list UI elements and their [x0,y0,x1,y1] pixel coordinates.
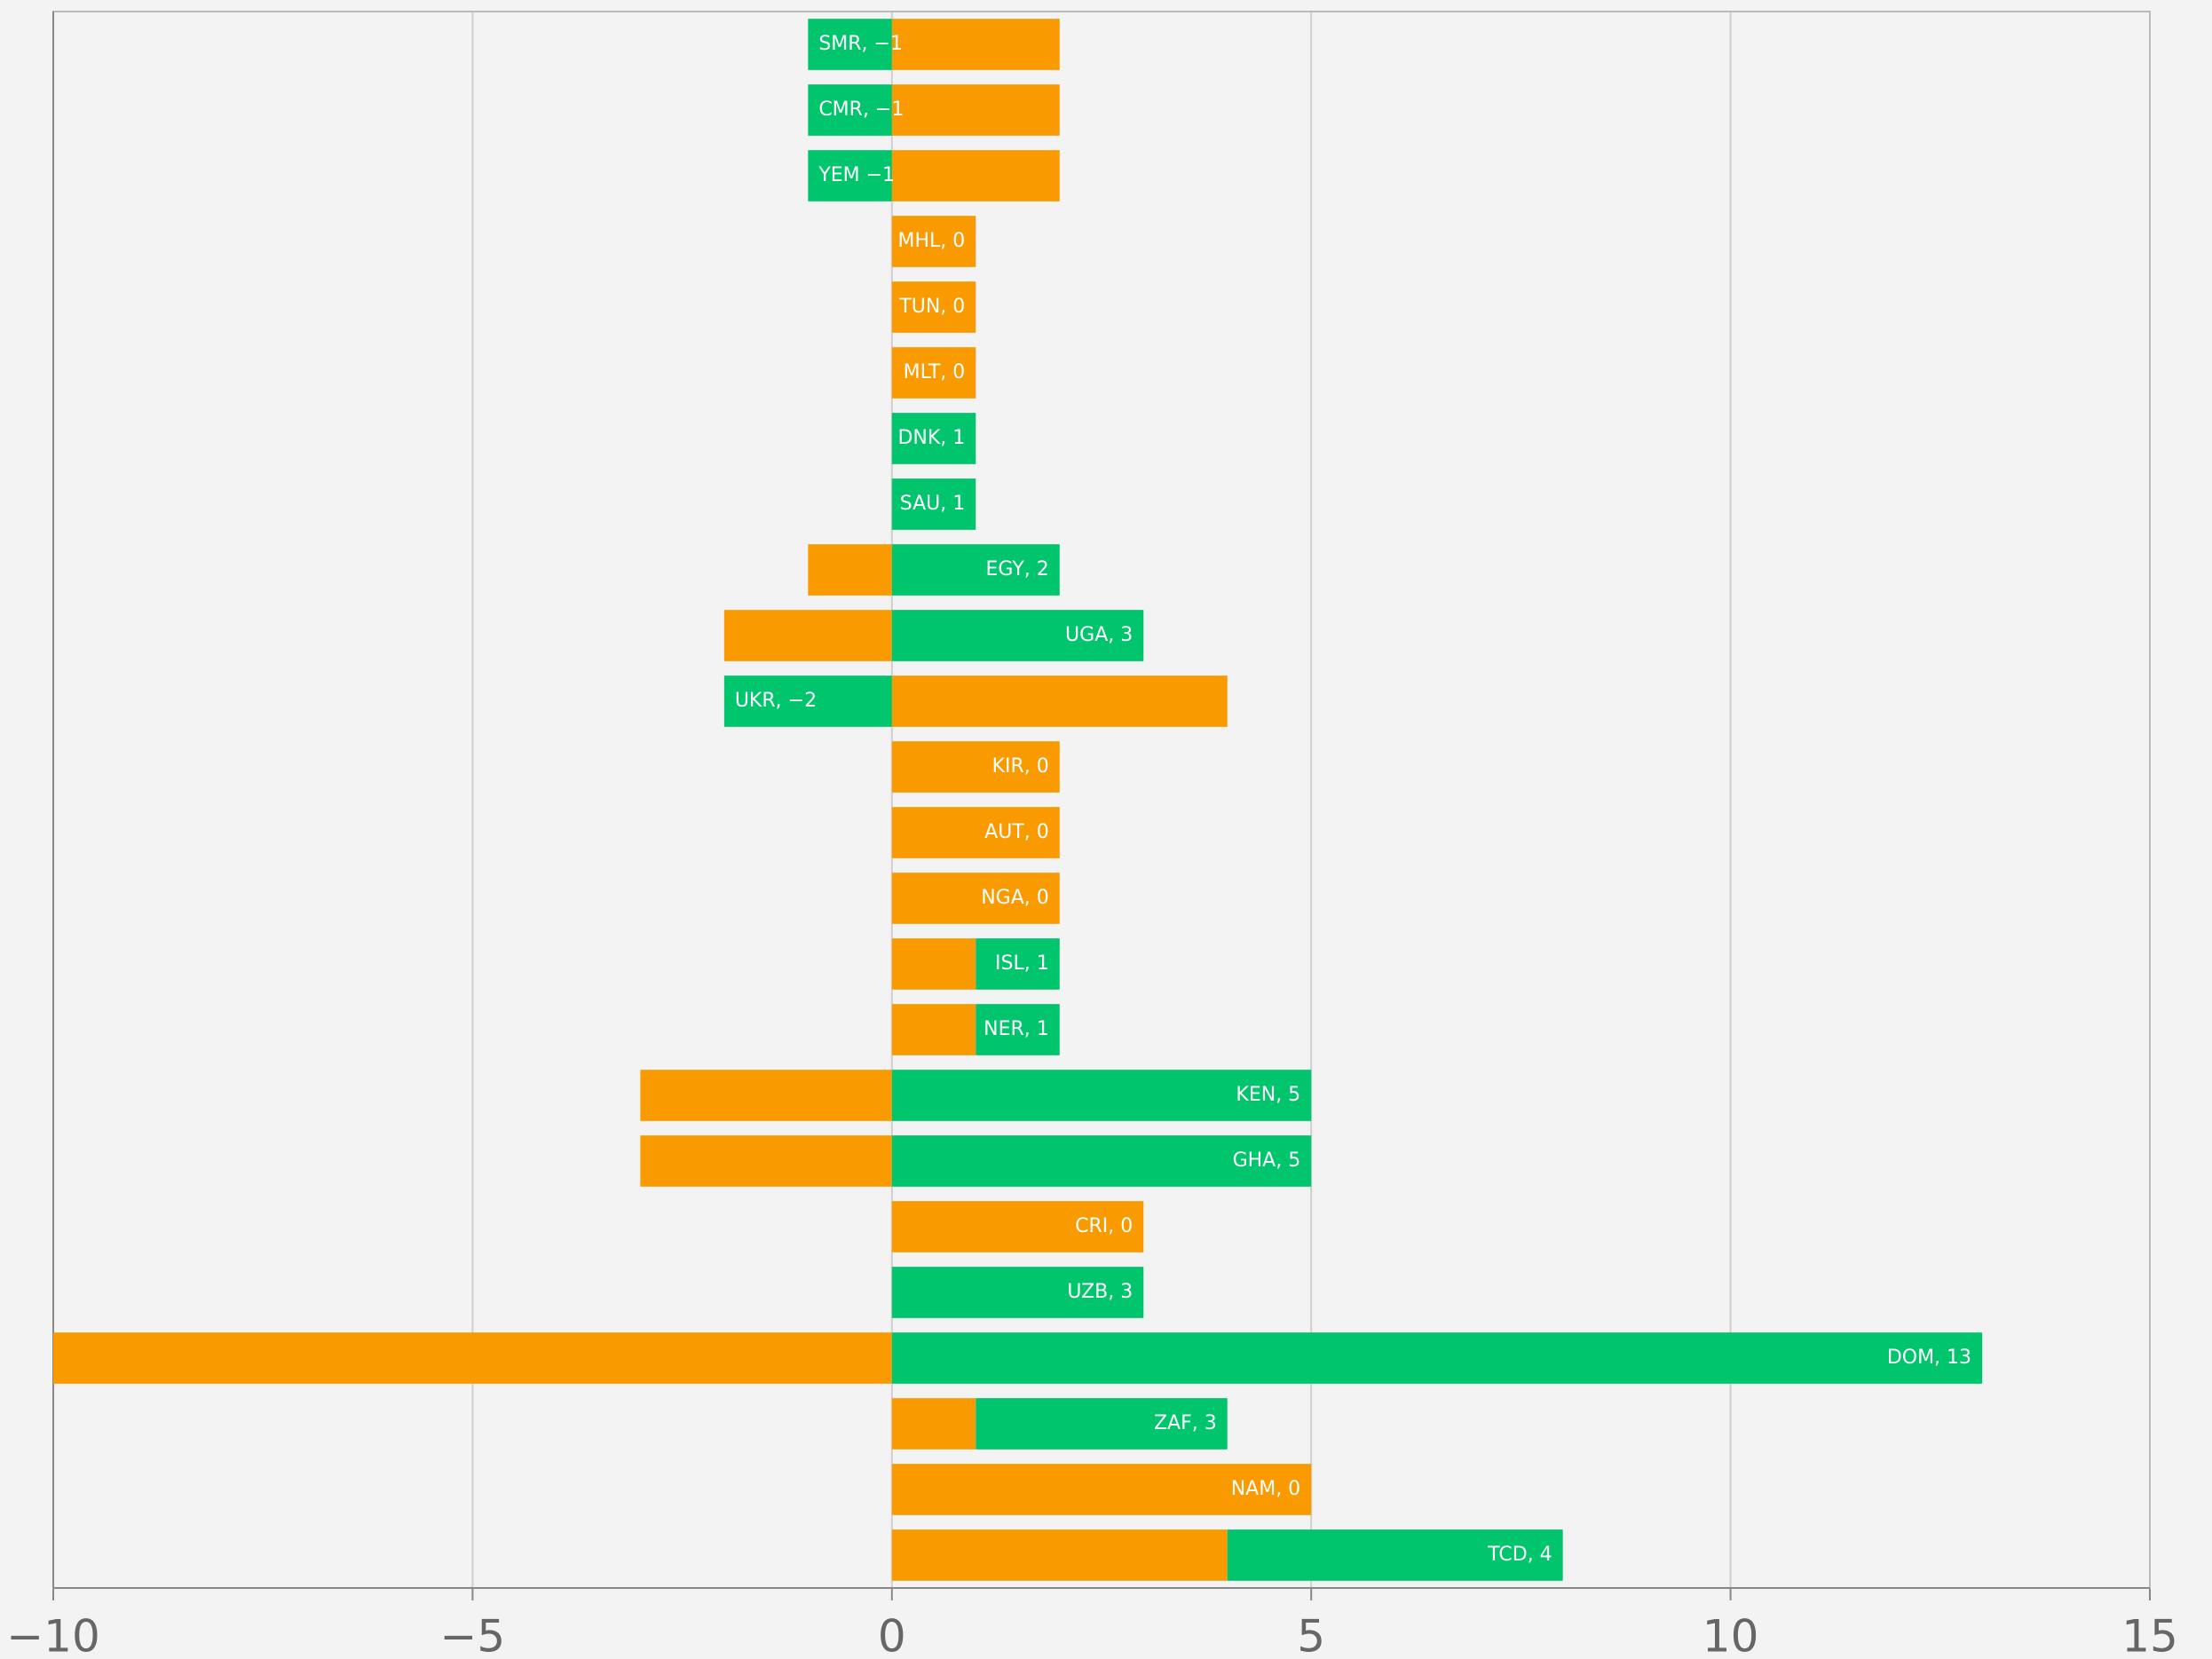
data-label: SAU, 1 [900,493,966,515]
data-label: NAM, 0 [1231,1478,1300,1500]
data-label: MHL, 0 [898,230,966,252]
data-label: ZAF, 3 [1154,1412,1217,1434]
bar-segment [891,610,1144,661]
bar-segment [891,1529,1228,1581]
data-label: MLT, 0 [904,361,966,383]
data-label: EGY, 2 [985,558,1048,581]
bar-segment [808,19,892,70]
data-label: SMR, −1 [818,33,903,55]
bar-segment [976,938,1060,990]
bar-segment [891,150,1060,201]
bar-segment [891,544,1060,596]
bar-segment [808,544,892,596]
bar-segment [640,1070,892,1121]
data-label: UKR, −2 [735,690,817,712]
bar-segment [891,84,1060,136]
bar-segment [1227,1529,1563,1581]
bar-segment [891,807,1060,858]
bar-segment [891,1135,1312,1187]
data-label: DNK, 1 [897,427,965,449]
bar-segment [891,1464,1312,1515]
bar-segment [891,347,976,399]
bar-segment [891,413,976,464]
data-label: NER, 1 [984,1018,1049,1040]
x-tick-label: −5 [440,1611,506,1659]
x-tick-label: −10 [6,1611,100,1659]
data-label: CMR, −1 [818,99,904,121]
bar-segment [891,216,976,267]
bar-segment [891,1070,1312,1121]
data-label: YEM −1 [818,164,895,186]
data-label: GHA, 5 [1233,1149,1301,1172]
x-tick-label: 15 [2121,1611,2178,1659]
data-label: NGA, 0 [981,887,1049,909]
bar-segment [53,1332,892,1384]
bar-segment [891,1332,1983,1384]
data-label: TUN, 0 [898,296,965,318]
bar-segment [891,1398,976,1450]
data-label: KIR, 0 [992,755,1049,778]
bar-segment [723,610,892,661]
bar-segment [976,1004,1060,1055]
data-label: DOM, 13 [1887,1347,1971,1369]
bar-segment [808,84,892,136]
bar-segment [976,1398,1228,1450]
bar-segment [640,1135,892,1187]
x-tick-label: 10 [1702,1611,1759,1659]
bar-segment [723,675,892,727]
data-label: UGA, 3 [1065,624,1133,646]
x-tick-label: 0 [878,1611,906,1659]
data-label: AUT, 0 [984,821,1049,843]
bar-segment [891,873,1060,924]
bar-segment [891,1201,1144,1252]
bar-segment [891,675,1228,727]
data-label: CRI, 0 [1075,1215,1133,1237]
bar-segment [891,1267,1144,1318]
bar-segment [891,938,976,990]
x-tick-label: 5 [1297,1611,1325,1659]
data-label: UZB, 3 [1067,1281,1133,1303]
data-label: TCD, 4 [1487,1544,1552,1566]
data-label: ISL, 1 [995,952,1049,975]
bar-segment [808,150,892,201]
data-label: KEN, 5 [1236,1084,1300,1106]
bar-segment [891,281,976,333]
bar-segment [891,478,976,530]
bar-segment [891,19,1060,70]
bar-segment [891,1004,976,1055]
bar-segment [891,741,1060,793]
